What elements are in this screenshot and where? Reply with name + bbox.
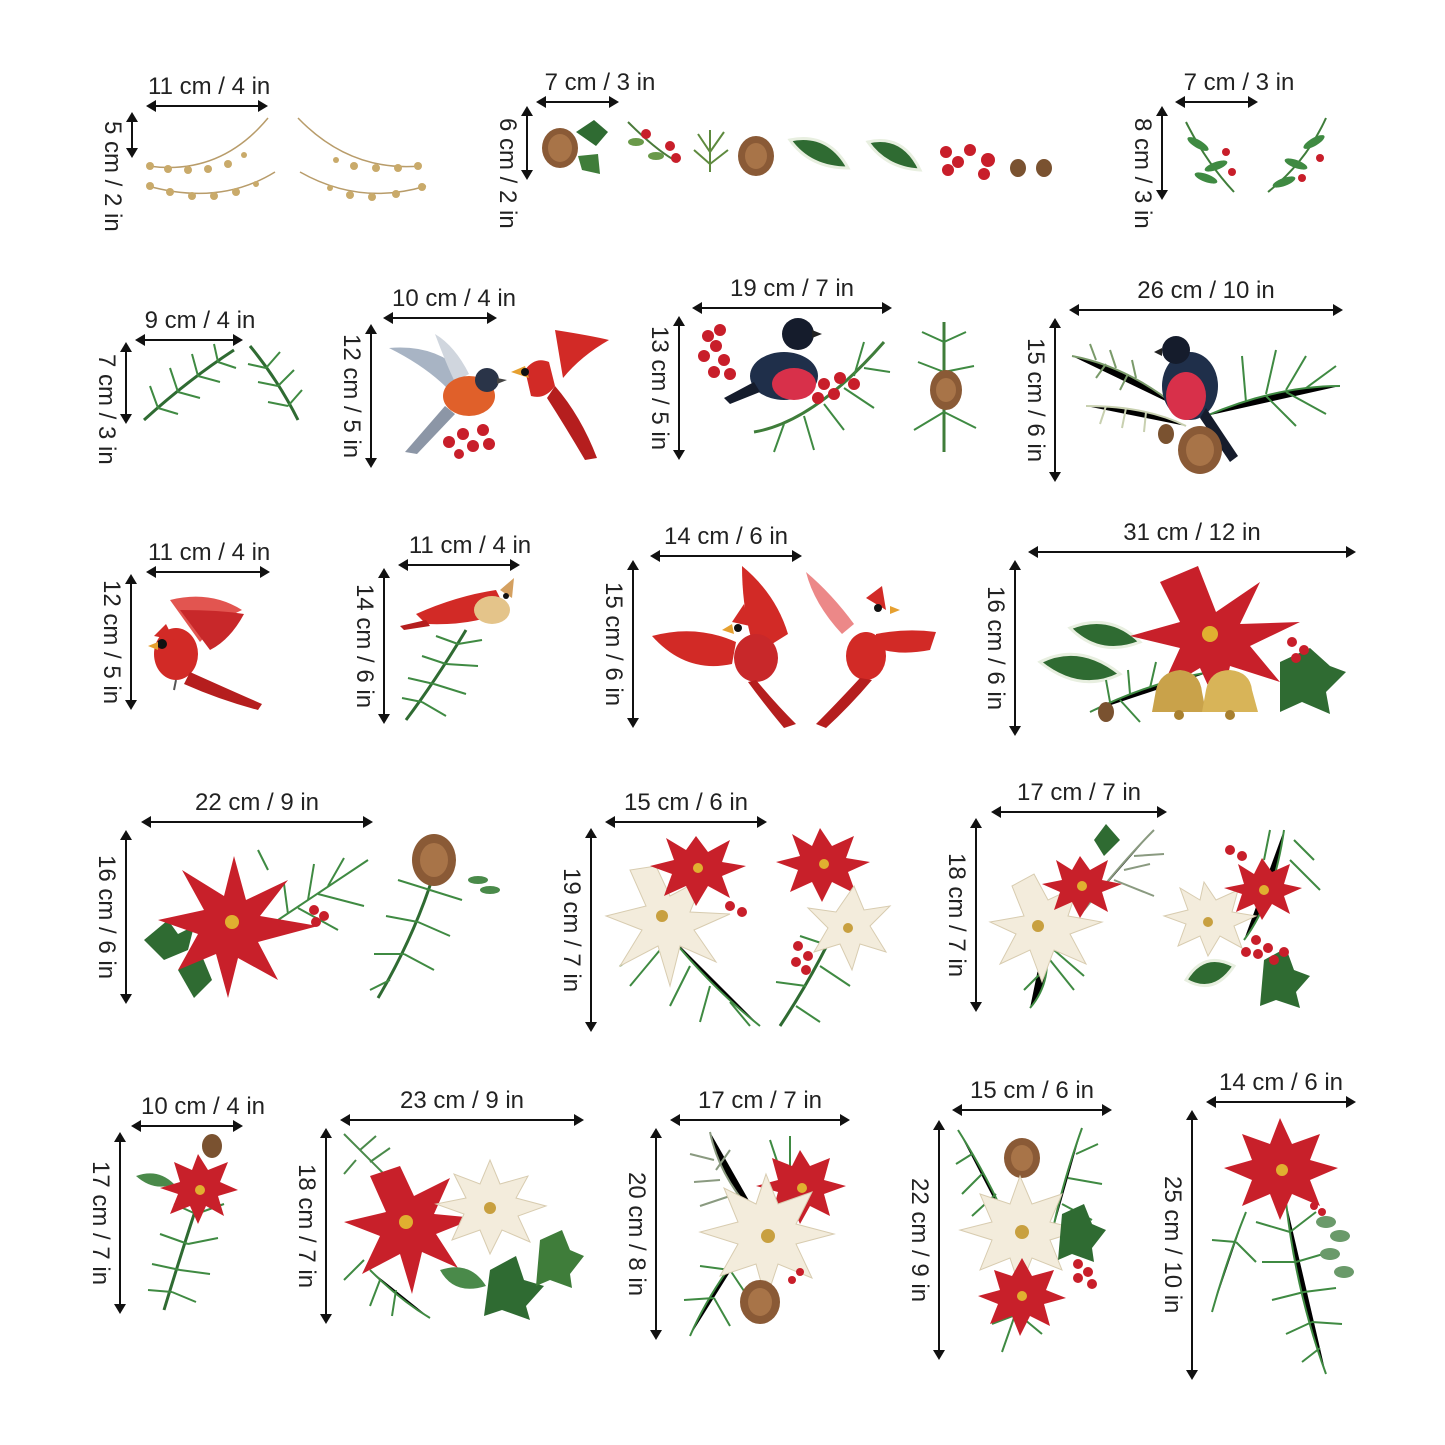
- height-label: 7 cm / 3 in: [93, 353, 120, 465]
- height-label: 6 cm / 2 in: [494, 117, 521, 229]
- poinsettia-holly-pinecone-icon: [144, 834, 500, 999]
- width-label: 14 cm / 6 in: [1218, 1069, 1344, 1096]
- width-dimension: 14 cm / 6 in: [650, 523, 802, 564]
- height-dimension: 22 cm / 9 in: [905, 1120, 945, 1360]
- pinecone-holly-berries-icon: [542, 120, 1052, 180]
- cardinal-on-pine-icon: [400, 578, 514, 721]
- width-label: 15 cm / 6 in: [623, 789, 749, 816]
- width-label: 7 cm / 3 in: [544, 69, 656, 96]
- white-red-poinsettia-icon: [604, 828, 892, 1027]
- width-label: 11 cm / 4 in: [148, 73, 271, 100]
- height-label: 12 cm / 5 in: [98, 579, 125, 705]
- red-poinsettia-tall-icon: [1211, 1118, 1354, 1375]
- height-label: 18 cm / 7 in: [293, 1163, 320, 1289]
- width-label: 22 cm / 9 in: [194, 789, 320, 816]
- cardinal-flying-icon: [148, 596, 262, 710]
- height-label: 25 cm / 10 in: [1159, 1176, 1186, 1314]
- height-dimension: 25 cm / 10 in: [1158, 1110, 1198, 1380]
- width-dimension: 15 cm / 6 in: [605, 789, 767, 830]
- height-dimension: 14 cm / 6 in: [350, 568, 390, 724]
- height-dimension: 15 cm / 6 in: [599, 560, 639, 728]
- height-dimension: 8 cm / 3 in: [1128, 106, 1168, 238]
- width-label: 11 cm / 4 in: [408, 532, 532, 559]
- height-dimension: 18 cm / 7 in: [942, 818, 982, 1012]
- height-dimension: 15 cm / 6 in: [1021, 318, 1061, 482]
- width-dimension: 23 cm / 9 in: [340, 1087, 584, 1128]
- height-label: 18 cm / 7 in: [943, 852, 970, 978]
- poinsettia-with-bells-icon: [1037, 566, 1346, 723]
- width-label: 26 cm / 10 in: [1137, 277, 1275, 304]
- white-poinsettia-pinecone-icon: [683, 1131, 846, 1337]
- width-dimension: 26 cm / 10 in: [1069, 277, 1343, 318]
- width-dimension: 11 cm / 4 in: [146, 73, 271, 114]
- width-label: 23 cm / 9 in: [399, 1087, 525, 1114]
- height-dimension: 20 cm / 8 in: [622, 1128, 662, 1340]
- width-label: 15 cm / 6 in: [969, 1077, 1095, 1104]
- height-label: 15 cm / 6 in: [600, 581, 627, 707]
- width-dimension: 11 cm / 4 in: [146, 539, 271, 580]
- height-dimension: 7 cm / 3 in: [92, 342, 132, 474]
- height-label: 5 cm / 2 in: [99, 120, 126, 232]
- height-dimension: 16 cm / 6 in: [92, 830, 132, 1004]
- height-label: 14 cm / 6 in: [351, 583, 378, 709]
- height-label: 8 cm / 3 in: [1129, 117, 1156, 229]
- height-label: 13 cm / 5 in: [646, 325, 673, 451]
- width-label: 31 cm / 12 in: [1123, 519, 1261, 546]
- height-label: 15 cm / 6 in: [1022, 337, 1049, 463]
- width-dimension: 22 cm / 9 in: [141, 789, 373, 830]
- height-dimension: 12 cm / 5 in: [337, 324, 377, 468]
- width-dimension: 31 cm / 12 in: [1028, 519, 1356, 560]
- mistletoe-sprig-icon: [1185, 117, 1327, 193]
- white-red-poinsettia-tall-icon: [955, 1127, 1106, 1353]
- height-dimension: 13 cm / 5 in: [645, 316, 685, 460]
- height-dimension: 5 cm / 2 in: [98, 112, 138, 238]
- height-label: 20 cm / 8 in: [623, 1171, 650, 1297]
- height-dimension: 19 cm / 7 in: [557, 828, 597, 1032]
- width-dimension: 17 cm / 7 in: [991, 779, 1167, 820]
- red-white-poinsettia-holly-icon: [343, 1133, 584, 1320]
- width-dimension: 9 cm / 4 in: [135, 307, 263, 348]
- width-label: 10 cm / 4 in: [391, 285, 517, 312]
- width-label: 17 cm / 7 in: [1016, 779, 1142, 806]
- height-label: 22 cm / 9 in: [906, 1177, 933, 1303]
- height-dimension: 6 cm / 2 in: [493, 106, 533, 238]
- height-dimension: 12 cm / 5 in: [97, 574, 137, 710]
- width-dimension: 11 cm / 4 in: [398, 532, 540, 573]
- height-dimension: 17 cm / 7 in: [86, 1132, 126, 1314]
- pine-sprig-icon: [142, 343, 303, 422]
- width-dimension: 10 cm / 4 in: [383, 285, 523, 326]
- width-label: 17 cm / 7 in: [697, 1087, 823, 1114]
- width-dimension: 15 cm / 6 in: [952, 1077, 1112, 1118]
- width-dimension: 17 cm / 7 in: [670, 1087, 850, 1128]
- width-dimension: 7 cm / 3 in: [1175, 69, 1301, 110]
- height-dimension: 18 cm / 7 in: [292, 1128, 332, 1324]
- robin-and-cardinal-icon: [389, 330, 609, 460]
- width-dimension: 7 cm / 3 in: [536, 69, 662, 110]
- height-label: 16 cm / 6 in: [982, 585, 1009, 711]
- height-dimension: 16 cm / 6 in: [981, 560, 1021, 736]
- height-label: 17 cm / 7 in: [87, 1160, 114, 1286]
- width-label: 19 cm / 7 in: [729, 275, 855, 302]
- height-label: 12 cm / 5 in: [338, 333, 365, 459]
- width-dimension: 19 cm / 7 in: [692, 275, 892, 316]
- width-label: 14 cm / 6 in: [663, 523, 789, 550]
- cardinal-pair-icon: [652, 566, 936, 728]
- width-dimension: 10 cm / 4 in: [131, 1093, 273, 1134]
- width-label: 9 cm / 4 in: [144, 307, 256, 334]
- height-label: 19 cm / 7 in: [558, 867, 585, 993]
- bullfinch-on-pine-icon: [698, 318, 977, 453]
- width-dimension: 14 cm / 6 in: [1206, 1069, 1356, 1110]
- width-label: 10 cm / 4 in: [140, 1093, 266, 1120]
- gold-bead-garland-icon: [146, 117, 427, 201]
- height-label: 16 cm / 6 in: [93, 854, 120, 980]
- small-poinsettia-icon: [136, 1134, 238, 1311]
- width-label: 7 cm / 3 in: [1183, 69, 1295, 96]
- white-red-poinsettia-berries-icon: [988, 824, 1321, 1009]
- width-label: 11 cm / 4 in: [148, 539, 271, 566]
- bullfinch-with-pinecone-icon: [1071, 336, 1341, 474]
